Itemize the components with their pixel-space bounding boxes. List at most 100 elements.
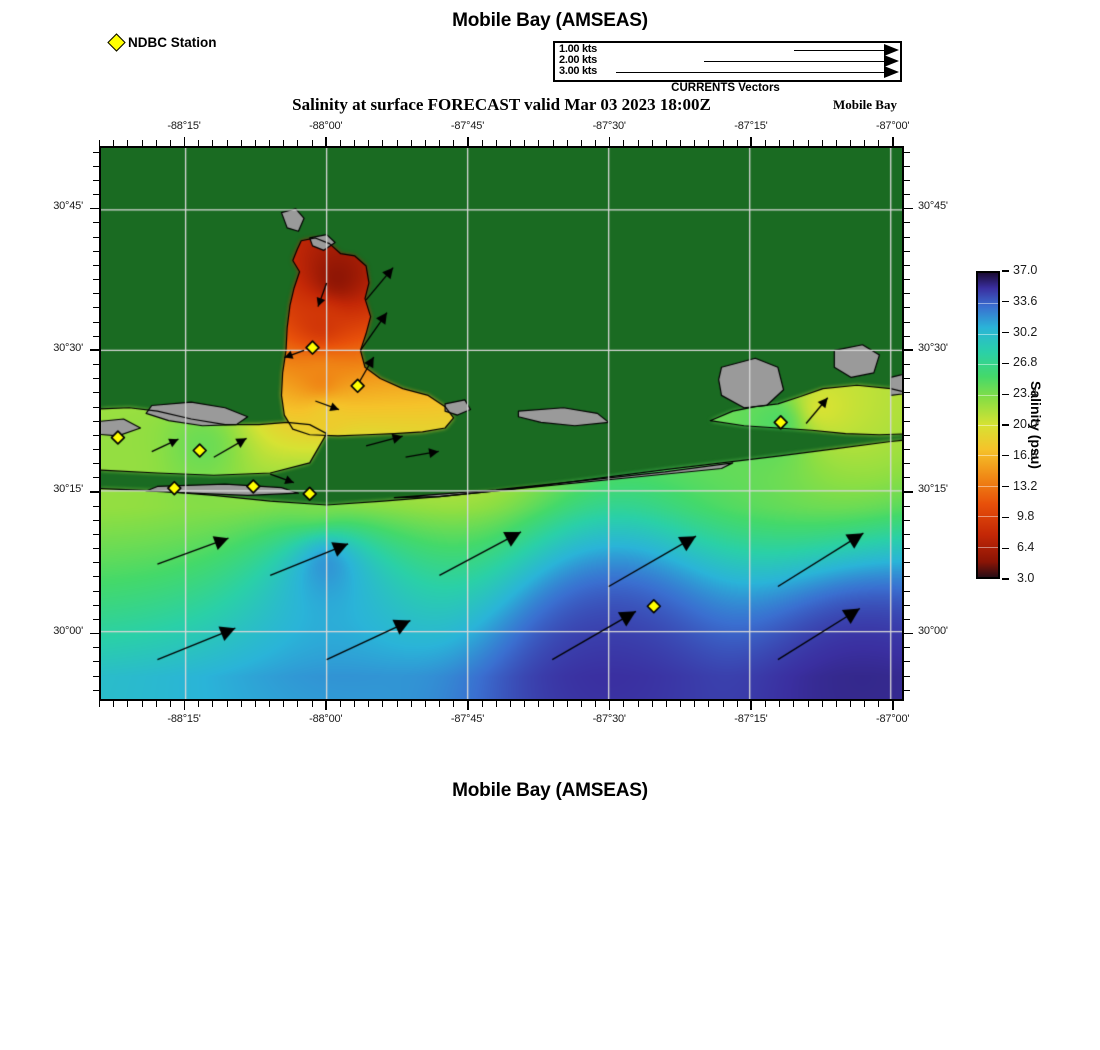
axis-minor-tick (481, 701, 483, 707)
axis-minor-tick (93, 420, 99, 422)
axis-minor-tick (424, 140, 426, 146)
axis-minor-tick (850, 701, 852, 707)
colorbar-tick-label: 20.0 (1013, 417, 1038, 431)
colorbar-segment-divider (978, 303, 998, 305)
axis-minor-tick (93, 548, 99, 550)
axis-label-lon: -87°15' (734, 120, 768, 132)
currents-legend-row: 2.00 kts (555, 54, 900, 67)
axis-minor-tick (283, 140, 285, 146)
axis-minor-tick (864, 701, 866, 707)
salinity-map-canvas[interactable] (101, 148, 902, 699)
axis-minor-tick (904, 264, 910, 266)
axis-minor-tick (807, 701, 809, 707)
axis-minor-tick (680, 140, 682, 146)
axis-minor-tick (99, 140, 100, 146)
axis-minor-tick (481, 140, 483, 146)
colorbar-segment-divider (978, 516, 998, 518)
axis-minor-tick (623, 140, 625, 146)
currents-vector-legend: 1.00 kts 2.00 kts 3.00 kts (553, 41, 902, 82)
axis-major-tick (183, 137, 186, 146)
axis-major-tick (90, 207, 99, 210)
axis-minor-tick (382, 140, 384, 146)
page-title: Mobile Bay (AMSEAS) (452, 10, 648, 31)
axis-minor-tick (694, 140, 696, 146)
axis-major-tick (90, 349, 99, 351)
axis-label-lon: -87°30' (592, 120, 626, 132)
colorbar-tick-label: 3.0 (1017, 571, 1035, 585)
axis-minor-tick (595, 701, 597, 707)
axis-minor-tick (722, 140, 724, 146)
axis-major-tick (750, 137, 753, 146)
axis-minor-tick (93, 194, 99, 196)
axis-minor-tick (765, 701, 767, 707)
colorbar-segment-divider (978, 455, 998, 457)
map-plot-area[interactable] (99, 146, 904, 701)
axis-minor-tick (99, 701, 100, 707)
axis-minor-tick (904, 576, 910, 578)
axis-minor-tick (694, 701, 696, 707)
axis-minor-tick (93, 364, 99, 366)
axis-minor-tick (155, 140, 157, 146)
axis-major-tick (466, 701, 469, 710)
axis-minor-tick (904, 562, 910, 564)
axis-minor-tick (93, 434, 99, 436)
axis-minor-tick (835, 140, 837, 146)
axis-minor-tick (904, 406, 910, 408)
currents-legend-label: 2.00 kts (559, 54, 597, 66)
axis-minor-tick (538, 701, 540, 707)
colorbar-segment-divider (978, 364, 998, 366)
axis-minor-tick (311, 140, 313, 146)
axis-minor-tick (240, 140, 242, 146)
axis-minor-tick (904, 661, 910, 663)
colorbar-tick (1002, 547, 1009, 549)
axis-minor-tick (368, 701, 370, 707)
axis-minor-tick (495, 140, 497, 146)
colorbar-tick (1002, 270, 1009, 272)
axis-minor-tick (368, 140, 370, 146)
axis-label-lon: -88°15' (167, 713, 201, 725)
axis-minor-tick (904, 364, 910, 366)
axis-minor-tick (93, 406, 99, 408)
axis-minor-tick (552, 140, 554, 146)
colorbar-tick-label: 30.2 (1013, 324, 1038, 339)
axis-minor-tick (254, 140, 256, 146)
colorbar-tick-label: 6.4 (1017, 540, 1035, 555)
axis-minor-tick (708, 701, 710, 707)
axis-minor-tick (297, 140, 299, 146)
axis-minor-tick (623, 701, 625, 707)
axis-major-tick (904, 349, 913, 351)
axis-minor-tick (93, 222, 99, 224)
axis-minor-tick (439, 701, 441, 707)
axis-minor-tick (226, 140, 228, 146)
axis-minor-tick (93, 165, 99, 167)
currents-legend-label: 1.00 kts (559, 43, 597, 55)
axis-minor-tick (904, 647, 910, 649)
axis-minor-tick (155, 701, 157, 707)
axis-minor-tick (354, 701, 356, 707)
axis-minor-tick (93, 335, 99, 337)
axis-minor-tick (793, 701, 795, 707)
axis-minor-tick (651, 701, 653, 707)
axis-minor-tick (904, 533, 910, 535)
axis-minor-tick (904, 505, 910, 507)
axis-minor-tick (765, 140, 767, 146)
currents-legend-arrowhead (884, 66, 899, 78)
axis-minor-tick (904, 448, 910, 450)
axis-minor-tick (93, 236, 99, 238)
axis-minor-tick (580, 140, 582, 146)
colorbar-segment-divider (978, 425, 998, 426)
axis-minor-tick (93, 675, 99, 677)
axis-minor-tick (807, 140, 809, 146)
axis-minor-tick (904, 519, 910, 521)
colorbar[interactable] (976, 271, 1000, 579)
axis-minor-tick (904, 392, 910, 394)
axis-label-lat: 30°45' (918, 200, 948, 213)
axis-major-tick (90, 632, 99, 635)
axis-minor-tick (904, 618, 910, 620)
colorbar-tick-label: 16.6 (1013, 447, 1038, 462)
axis-minor-tick (269, 140, 271, 146)
axis-minor-tick (878, 140, 880, 146)
axis-minor-tick (93, 533, 99, 535)
axis-minor-tick (637, 140, 639, 146)
axis-minor-tick (538, 140, 540, 146)
